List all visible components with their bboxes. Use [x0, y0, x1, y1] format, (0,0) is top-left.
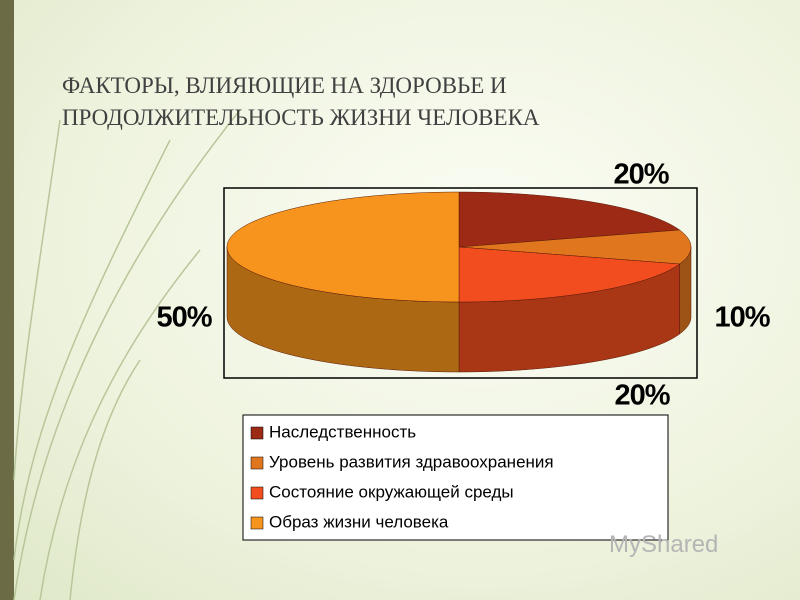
- plot-area: [223, 187, 698, 379]
- slice: [458, 229, 692, 265]
- value-label: 20%: [614, 380, 670, 412]
- legend-label: Уровень развития здравоохранения: [269, 452, 554, 471]
- watermark: MyShared: [609, 531, 718, 558]
- legend-label: Состояние окружающей среды: [269, 482, 514, 501]
- value-label: 50%: [156, 302, 212, 334]
- slice: [458, 246, 681, 303]
- legend-box: [242, 414, 669, 541]
- slice: [226, 191, 460, 303]
- side-bar: [0, 0, 14, 600]
- slice: [458, 191, 681, 248]
- value-label: 10%: [714, 302, 770, 334]
- legend-swatch: [250, 456, 264, 470]
- title: ФАКТОРЫ, ВЛИЯЮЩИЕ НА ЗДОРОВЬЕ И ПРОДОЛЖИ…: [62, 73, 540, 130]
- legend-swatch: [250, 516, 264, 530]
- value-label: 20%: [613, 159, 669, 191]
- legend-swatch: [250, 426, 264, 440]
- decor: [13, 109, 241, 600]
- legend-label: Наследственность: [269, 422, 416, 441]
- legend-label: Образ жизни человека: [269, 512, 449, 531]
- legend-swatch: [250, 486, 264, 500]
